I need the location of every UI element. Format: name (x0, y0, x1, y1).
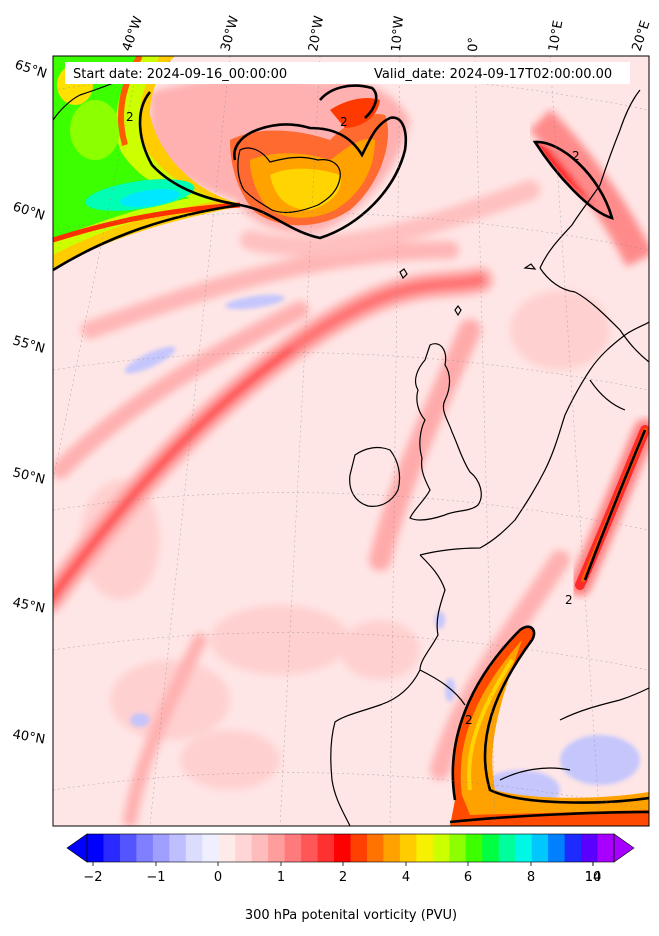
colorbar-cell (449, 834, 467, 862)
colorbar-cell (251, 834, 269, 862)
colorbar-cell (564, 834, 582, 862)
valid-date-label: Valid_date: 2024-09-17T02:00:00.00 (374, 67, 612, 82)
lat-label: 55°N (11, 333, 47, 356)
colorbar-tick-label: 14 (585, 870, 602, 885)
svg-text:2: 2 (465, 713, 473, 727)
colorbar-cell (515, 834, 533, 862)
colorbar-cell (366, 834, 384, 862)
colorbar-tick-label: 2 (339, 870, 347, 885)
colorbar-max-extension (613, 833, 635, 863)
colorbar-cell (235, 834, 253, 862)
colorbar-tick-label: 0 (214, 870, 222, 885)
colorbar-cell (498, 834, 516, 862)
colorbar-tick-label: 8 (527, 870, 535, 885)
lon-label: 40°W (120, 14, 146, 53)
colorbar-tick-label: 10 (585, 870, 602, 885)
colorbar-cell (185, 834, 203, 862)
colorbar-cell (119, 834, 137, 862)
colorbar-cell (383, 834, 401, 862)
colorbar-cell (482, 834, 500, 862)
svg-text:2: 2 (340, 115, 348, 129)
lon-label: 0° (466, 37, 482, 52)
date-header-box (65, 62, 630, 84)
colorbar-cell (317, 834, 335, 862)
pv-field: 2 2 2 2 2 Start date: 2024-09-16_00:00:0… (53, 56, 649, 826)
pv-2-contours (53, 84, 649, 824)
colorbar-cell (103, 834, 121, 862)
lat-label: 40°N (11, 727, 46, 747)
start-date-label: Start date: 2024-09-16_00:00:00 (73, 67, 287, 82)
lon-label: 20°E (630, 19, 654, 53)
colorbar-tick-label: 4 (402, 870, 410, 885)
lon-label: 10°E (546, 19, 566, 52)
colorbar-cell (136, 834, 154, 862)
svg-text:2: 2 (126, 110, 134, 124)
colorbar-cell (416, 834, 434, 862)
svg-text:2: 2 (572, 149, 580, 163)
svg-text:2: 2 (565, 593, 573, 607)
lat-label: 65°N (13, 58, 49, 82)
colorbar-cell (548, 834, 566, 862)
colorbar-cell (581, 834, 599, 862)
lon-label: 10°W (389, 15, 407, 52)
map-frame (52, 55, 650, 827)
lat-label: 50°N (11, 465, 46, 487)
colorbar-cell (152, 834, 170, 862)
colorbar-tick-label: 6 (464, 870, 472, 885)
longitude-labels: 40°W 30°W 20°W 10°W 0° 10°E 20°E (120, 14, 654, 53)
colorbar-title: 300 hPa potenital vorticity (PVU) (245, 908, 457, 923)
colorbar-cell (268, 834, 286, 862)
lon-label: 30°W (218, 14, 242, 53)
lon-label: 20°W (306, 15, 327, 53)
latitude-labels: 65°N 60°N 55°N 50°N 45°N 40°N (11, 58, 49, 748)
colorbar-cell (597, 834, 615, 862)
colorbar-frame (86, 833, 615, 863)
colorbar-cell (301, 834, 319, 862)
colorbar-cell (465, 834, 483, 862)
colorbar-cell (399, 834, 417, 862)
coastlines (53, 61, 649, 826)
colorbar-cell (202, 834, 220, 862)
graticule (53, 56, 649, 826)
colorbar-tick-label: −1 (146, 870, 165, 885)
colorbar-cell (432, 834, 450, 862)
colorbar-cell (218, 834, 236, 862)
colorbar-cell (284, 834, 302, 862)
colorbar-cell (87, 834, 104, 862)
colorbar-cell (169, 834, 187, 862)
colorbar-tick-label: −2 (83, 870, 102, 885)
lat-label: 45°N (11, 595, 46, 616)
colorbar-cell (531, 834, 549, 862)
colorbar-cell (350, 834, 368, 862)
colorbar-tick-label: 1 (277, 870, 285, 885)
lat-label: 60°N (11, 200, 47, 224)
contour-labels: 2 2 2 2 2 (126, 110, 580, 727)
colorbar-min-extension (66, 833, 88, 863)
colorbar-cell (334, 834, 351, 862)
